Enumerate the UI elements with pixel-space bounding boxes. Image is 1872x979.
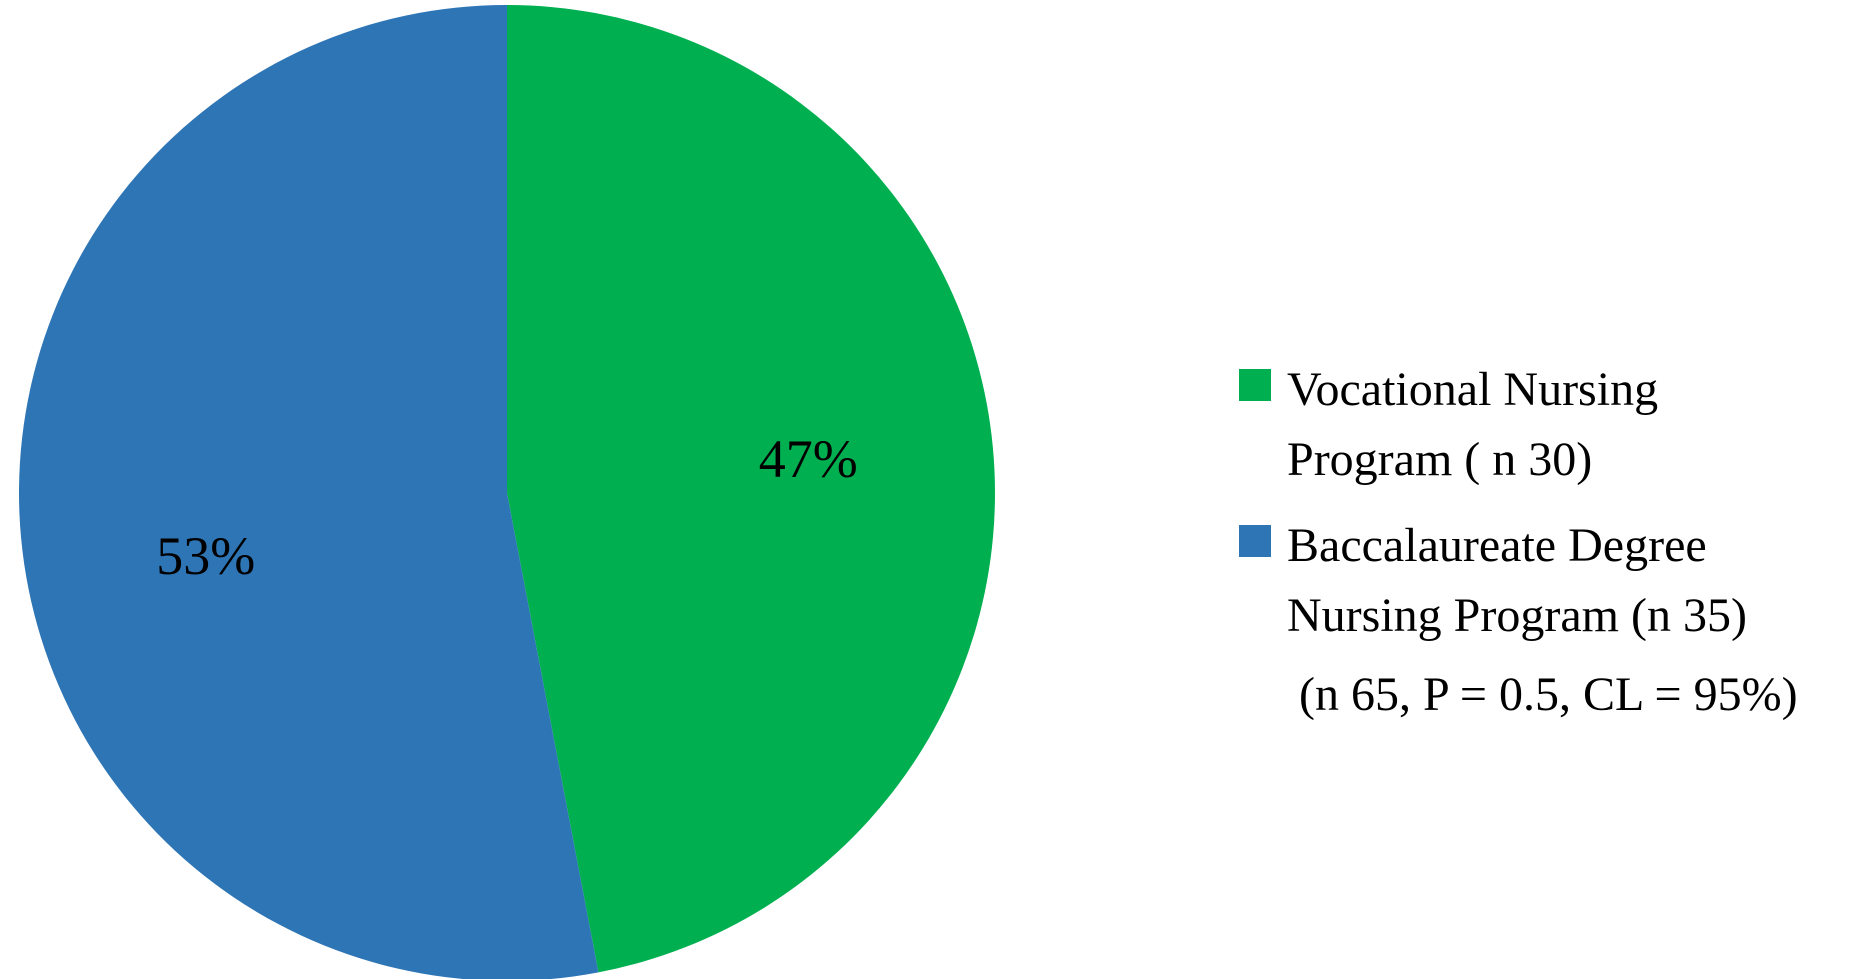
legend-swatch — [1239, 369, 1271, 401]
legend-item: Baccalaureate Degree Nursing Program (n … — [1239, 511, 1839, 651]
legend-swatch — [1239, 525, 1271, 557]
legend-label: Vocational Nursing Program ( n 30) — [1287, 363, 1659, 486]
legend-item: Vocational Nursing Program ( n 30) — [1239, 355, 1839, 495]
pie-slice — [18, 5, 599, 979]
annotation: (n 65, P = 0.5, CL = 95%) — [1299, 668, 1798, 721]
pie-slice — [507, 5, 995, 973]
data-label: 53% — [156, 526, 255, 586]
legend-label: Baccalaureate Degree Nursing Program (n … — [1287, 519, 1747, 642]
data-label: 47% — [759, 429, 858, 489]
